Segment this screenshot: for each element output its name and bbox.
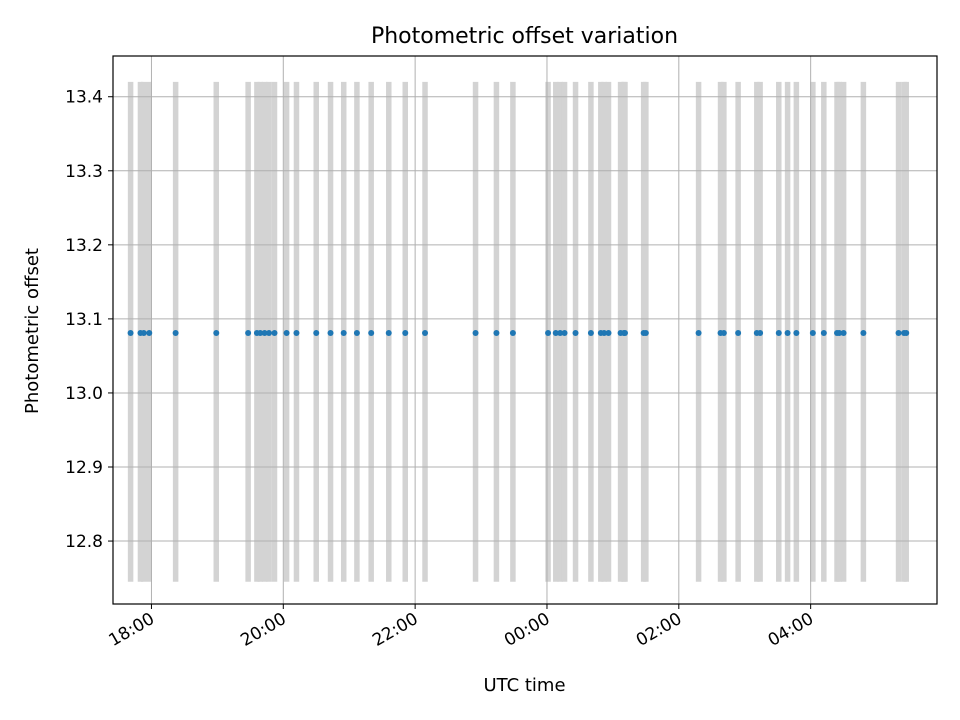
data-point: [621, 329, 628, 336]
data-point: [587, 329, 594, 336]
data-point: [775, 329, 782, 336]
data-point: [840, 329, 847, 336]
data-point: [545, 329, 552, 336]
data-point: [784, 329, 791, 336]
data-point: [261, 329, 268, 336]
data-point: [695, 329, 702, 336]
data-point: [402, 329, 409, 336]
data-point: [283, 329, 290, 336]
data-point: [572, 329, 579, 336]
y-tick-label: 12.9: [65, 458, 103, 478]
data-point: [313, 329, 320, 336]
plot-area: 12.812.913.013.113.213.313.418:00 20:00 22…: [65, 55, 938, 651]
y-tick-label: 13.2: [65, 236, 103, 256]
data-point: [340, 329, 347, 336]
data-point: [757, 329, 764, 336]
data-point: [809, 329, 816, 336]
axes-frame: [112, 55, 938, 605]
y-tick-label: 12.8: [65, 532, 103, 552]
data-point: [552, 329, 559, 336]
data-point: [172, 329, 179, 336]
data-point: [385, 329, 392, 336]
y-tick-label: 13.3: [65, 162, 103, 182]
y-axis-label: Photometric offset: [22, 248, 43, 414]
y-tick-label: 13.4: [65, 88, 103, 108]
data-point: [735, 329, 742, 336]
data-point: [293, 329, 300, 336]
data-point: [605, 329, 612, 336]
data-point: [271, 329, 278, 336]
data-point: [146, 329, 153, 336]
data-point: [561, 329, 568, 336]
data-point: [245, 329, 252, 336]
chart-title: Photometric offset variation: [371, 24, 678, 49]
data-point: [509, 329, 516, 336]
data-point: [493, 329, 500, 336]
data-point: [127, 329, 134, 336]
data-point: [820, 329, 827, 336]
data-point: [895, 329, 902, 336]
data-point: [836, 329, 843, 336]
data-point: [472, 329, 479, 336]
data-point: [213, 329, 220, 336]
data-point: [353, 329, 360, 336]
data-point: [860, 329, 867, 336]
data-point: [601, 329, 608, 336]
data-point: [720, 329, 727, 336]
x-axis-label: UTC time: [483, 675, 565, 696]
data-point: [257, 329, 264, 336]
data-point: [557, 329, 564, 336]
data-point: [903, 329, 910, 336]
data-point: [422, 329, 429, 336]
data-point: [140, 329, 147, 336]
y-tick-label: 13.0: [65, 384, 103, 404]
data-point: [327, 329, 334, 336]
data-point: [266, 329, 273, 336]
data-point: [368, 329, 375, 336]
data-point: [642, 329, 649, 336]
data-point: [793, 329, 800, 336]
y-tick-label: 13.1: [65, 310, 103, 330]
